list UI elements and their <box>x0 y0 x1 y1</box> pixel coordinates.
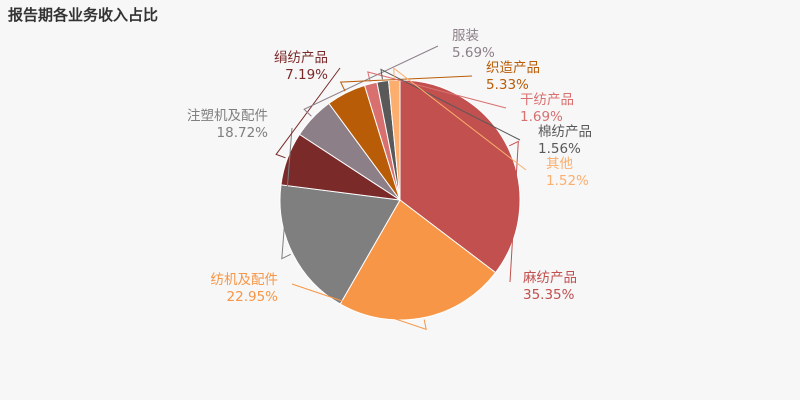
slice-value-label: 35.35% <box>523 287 575 303</box>
leader-line-1 <box>291 283 427 331</box>
leader-line-0 <box>509 140 519 283</box>
slice-name-label: 织造产品 <box>486 60 540 76</box>
slice-0 <box>399 79 521 274</box>
slice-value-label: 1.52% <box>546 173 589 189</box>
slice-value-label: 1.56% <box>538 141 581 157</box>
leader-line-7 <box>380 68 521 141</box>
chart-title: 报告期各业务收入占比 <box>8 6 158 24</box>
slice-value-label: 5.69% <box>452 45 495 61</box>
slice-value-label: 7.19% <box>285 67 328 83</box>
slice-name-label: 纺机及配件 <box>211 272 279 288</box>
slice-name-label: 其他 <box>546 156 573 172</box>
slice-name-label: 绢纺产品 <box>274 50 328 66</box>
slice-name-label: 棉纺产品 <box>538 124 592 140</box>
slice-name-label: 服装 <box>452 28 479 44</box>
slice-name-label: 注塑机及配件 <box>187 108 268 124</box>
leader-line-2 <box>281 127 293 260</box>
slice-1 <box>339 199 497 321</box>
slice-2 <box>279 184 401 305</box>
leader-line-6 <box>367 71 507 109</box>
slice-name-label: 干纺产品 <box>520 92 574 108</box>
leader-line-8 <box>393 67 527 171</box>
slice-value-label: 5.33% <box>486 77 529 93</box>
slice-value-label: 1.69% <box>520 109 563 125</box>
leader-line-3 <box>275 67 341 159</box>
leader-line-5 <box>339 75 473 92</box>
leader-line-4 <box>303 45 439 117</box>
pie-slices <box>279 79 521 321</box>
slice-value-label: 22.95% <box>227 289 279 305</box>
leader-lines <box>275 45 527 331</box>
slice-name-label: 麻纺产品 <box>523 270 577 286</box>
slice-value-label: 18.72% <box>217 125 269 141</box>
